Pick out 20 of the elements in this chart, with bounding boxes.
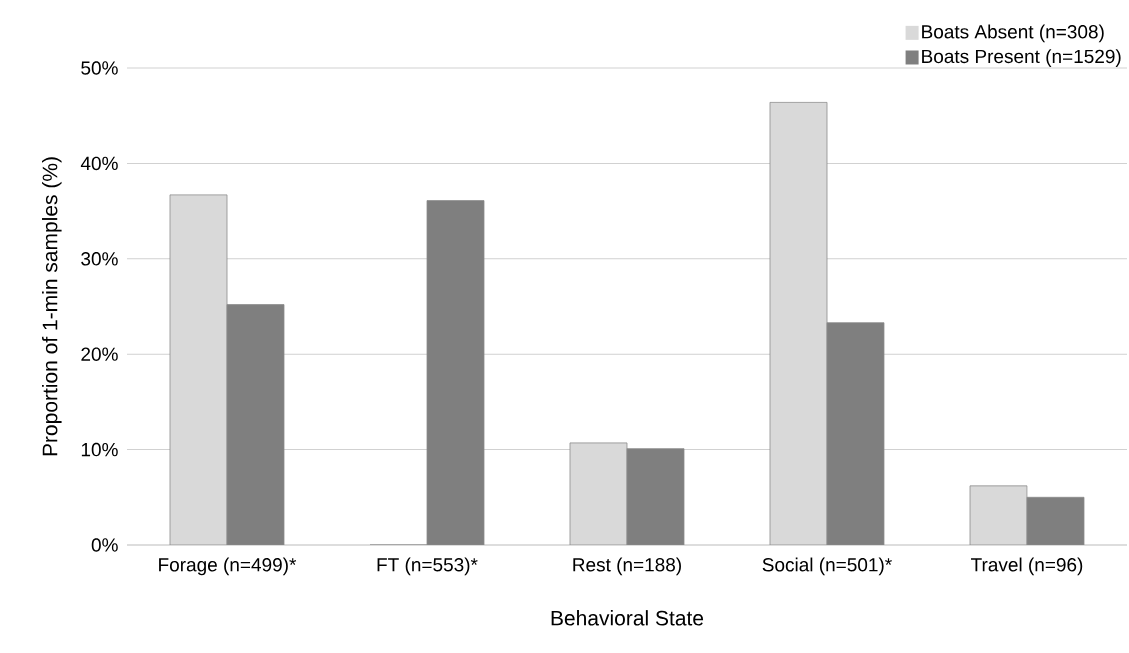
x-tick-label: FT (n=553)* xyxy=(377,557,478,576)
bar xyxy=(626,448,685,545)
bar xyxy=(1026,496,1085,545)
x-tick-label: Rest (n=188) xyxy=(573,557,681,576)
x-tick-label: Travel (n=96) xyxy=(971,557,1083,576)
y-tick-label: 50% xyxy=(81,61,118,75)
legend-label: Boats Present (n=1529) xyxy=(922,49,1121,67)
y-tick-label: 40% xyxy=(80,156,118,171)
y-tick-label: 10% xyxy=(81,442,118,457)
bar xyxy=(826,322,885,545)
x-tick-label: Social (n=501)* xyxy=(762,557,892,576)
bar xyxy=(426,200,485,545)
bar xyxy=(226,304,285,545)
x-tick-label: Forage (n=499)* xyxy=(159,557,297,576)
y-axis-title: Proportion of 1-min samples (%) xyxy=(42,157,62,456)
legend-label: Boats Absent (n=308) xyxy=(922,24,1104,43)
x-axis-title: Behavioral State xyxy=(551,610,704,626)
y-tick-label: 30% xyxy=(81,252,118,266)
y-tick-label: 20% xyxy=(81,347,118,361)
y-tick-label: 0% xyxy=(91,538,118,552)
